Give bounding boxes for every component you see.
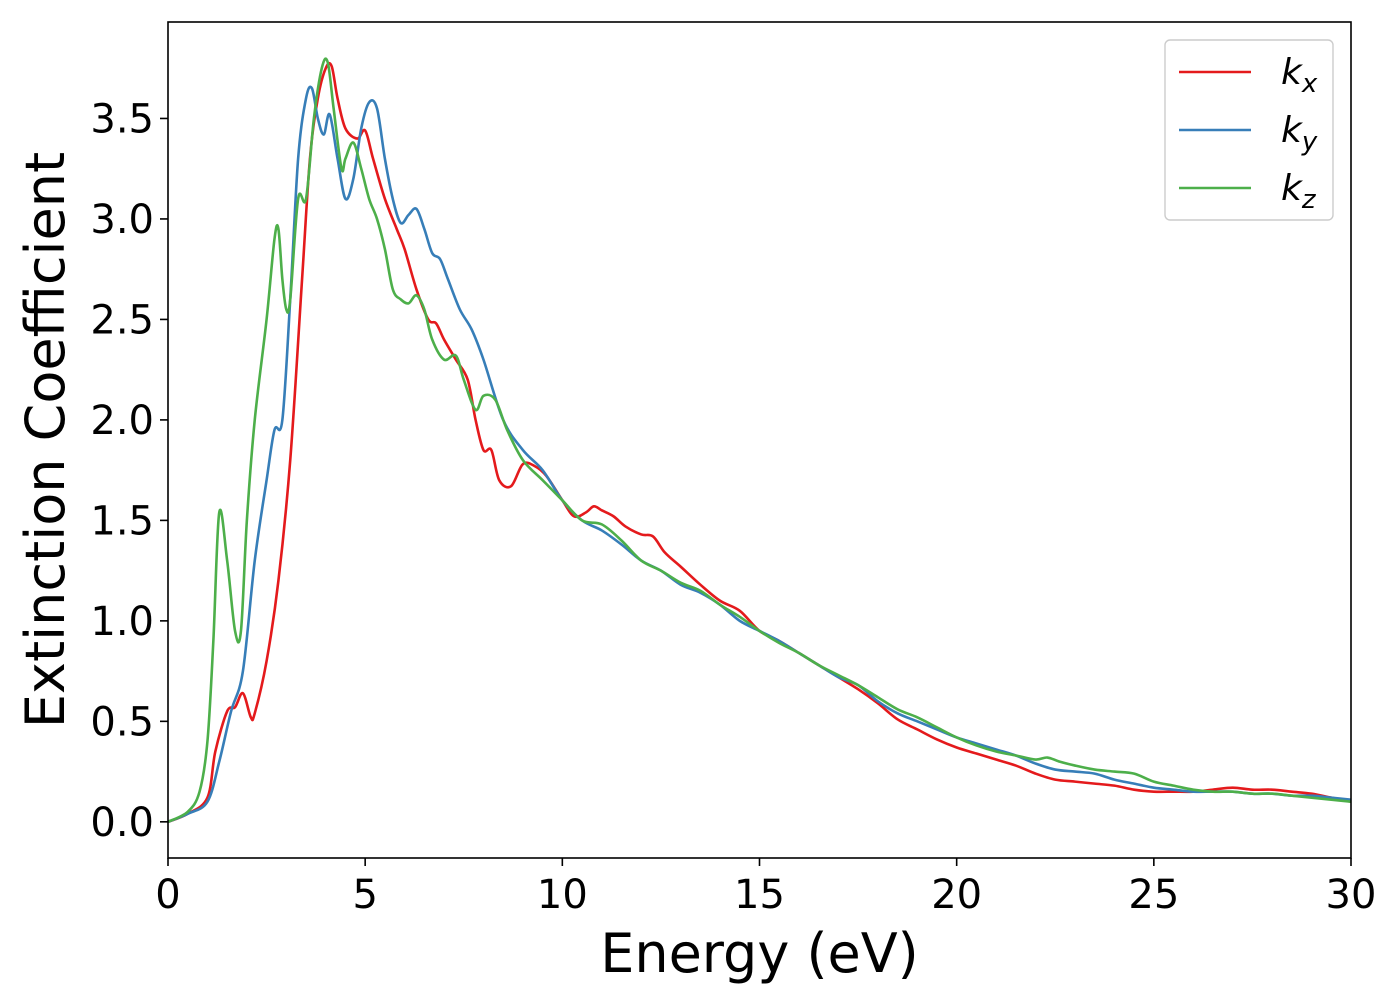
legend-label-base: k (1281, 110, 1304, 151)
y-tick-label: 1.0 (90, 599, 154, 645)
x-tick-label: 10 (537, 872, 588, 918)
series-line-kz (168, 57, 1351, 824)
x-tick-label: 25 (1128, 872, 1179, 918)
x-tick-label: 30 (1326, 872, 1377, 918)
legend-label-kx: kx (1281, 52, 1318, 99)
x-tick-label: 0 (155, 872, 180, 918)
legend-label-kz: kz (1281, 168, 1317, 215)
y-axis-label: Extinction Coefficient (14, 152, 77, 728)
legend-label-ky: ky (1281, 110, 1318, 157)
y-axis-ticks: 0.0 0.5 1.0 1.5 2.0 2.5 3.0 3.5 (90, 96, 168, 846)
y-tick-label: 3.5 (90, 96, 154, 142)
y-tick-label: 3.0 (90, 197, 154, 243)
y-tick-label: 0.5 (90, 699, 154, 745)
legend-label-subscript: x (1301, 69, 1318, 99)
y-tick-label: 0.0 (90, 800, 154, 846)
legend-label-base: k (1281, 168, 1304, 209)
x-tick-label: 5 (352, 872, 377, 918)
legend-label-subscript: z (1301, 185, 1317, 215)
legend-label-subscript: y (1301, 127, 1318, 157)
y-tick-label: 1.5 (90, 498, 154, 544)
plot-lines (168, 57, 1351, 824)
y-tick-label: 2.5 (90, 297, 154, 343)
x-axis-ticks: 0 5 10 15 20 25 30 (155, 858, 1376, 918)
x-tick-label: 15 (734, 872, 785, 918)
x-tick-label: 20 (931, 872, 982, 918)
legend-label-base: k (1281, 52, 1304, 93)
y-tick-label: 2.0 (90, 398, 154, 444)
x-axis-label: Energy (eV) (600, 922, 919, 985)
